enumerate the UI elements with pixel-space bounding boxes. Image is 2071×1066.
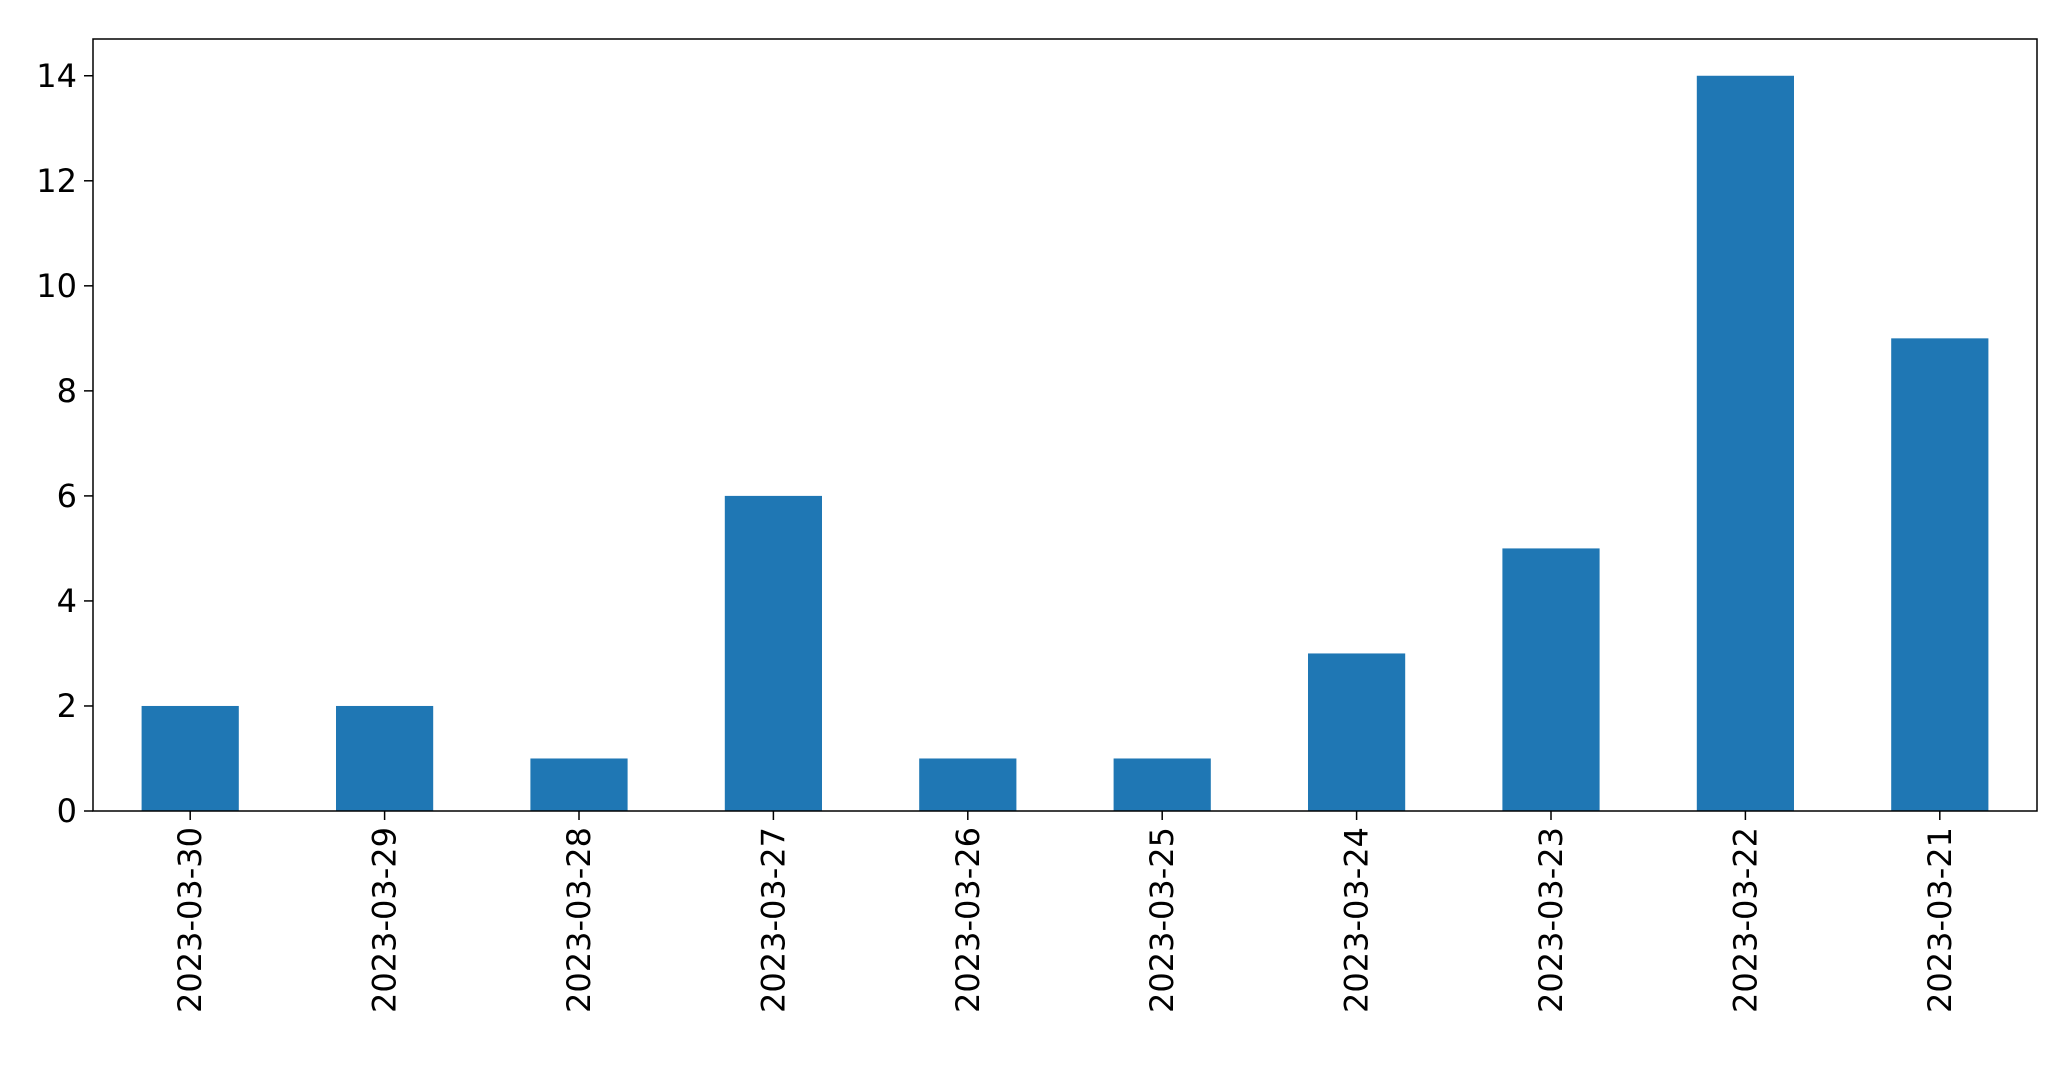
x-tick-label: 2023-03-21 — [1921, 827, 1959, 1013]
y-tick-label: 8 — [57, 372, 77, 410]
plot-frame — [92, 38, 2038, 812]
y-tick-label: 12 — [36, 162, 77, 200]
y-tick-label: 10 — [36, 267, 77, 305]
x-tick-label: 2023-03-27 — [754, 827, 792, 1013]
bar-2023-03-27 — [724, 495, 822, 811]
x-tick-label: 2023-03-26 — [949, 827, 987, 1013]
x-tick-label: 2023-03-23 — [1532, 827, 1570, 1013]
x-tick-label: 2023-03-29 — [366, 827, 404, 1013]
x-tick-label: 2023-03-22 — [1726, 827, 1764, 1013]
y-tick-label: 2 — [57, 687, 77, 725]
bar-2023-03-25 — [1113, 758, 1211, 811]
y-tick-label: 14 — [36, 57, 77, 95]
bars — [141, 75, 1989, 811]
bar-2023-03-24 — [1308, 653, 1406, 811]
bar-2023-03-29 — [336, 705, 434, 811]
bar-2023-03-28 — [530, 758, 628, 811]
bar-2023-03-23 — [1502, 548, 1600, 811]
bar-2023-03-30 — [141, 705, 239, 811]
y-tick-label: 0 — [57, 792, 77, 830]
bar-2023-03-26 — [919, 758, 1017, 811]
x-tick-label: 2023-03-28 — [560, 827, 598, 1013]
x-tick-label: 2023-03-24 — [1338, 827, 1376, 1013]
y-tick-label: 4 — [57, 582, 77, 620]
y-tick-label: 6 — [57, 477, 77, 515]
x-tick-label: 2023-03-30 — [171, 827, 209, 1013]
bar-2023-03-22 — [1696, 75, 1794, 811]
y-axis: 0 2 4 6 8 10 12 14 — [36, 57, 93, 830]
bar-2023-03-21 — [1891, 338, 1989, 811]
x-axis: 2023-03-30 2023-03-29 2023-03-28 2023-03-27… — [171, 811, 1959, 1013]
x-tick-label: 2023-03-25 — [1143, 827, 1181, 1013]
